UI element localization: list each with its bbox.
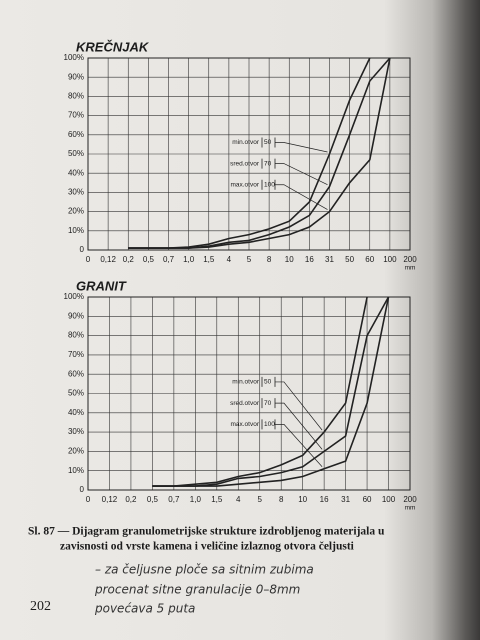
legend-opening: 100 (264, 421, 275, 428)
x-tick-label: 0,5 (143, 255, 155, 264)
legend-label: min.otvor (232, 379, 260, 386)
x-tick-label: 0 (86, 495, 91, 504)
y-tick-label: 90% (68, 311, 84, 320)
x-tick-label: 10 (285, 255, 294, 264)
x-tick-label: 200 (403, 495, 417, 504)
leader-line (275, 402, 323, 450)
legend-opening: 70 (264, 160, 272, 167)
y-tick-label: 20% (68, 447, 84, 456)
y-tick-label: 90% (68, 72, 84, 81)
x-tick-label: 31 (325, 255, 334, 264)
x-tick-label: 4 (236, 495, 241, 504)
leader-line (275, 424, 323, 468)
x-tick-label: 100 (382, 495, 396, 504)
y-tick-label: 20% (68, 207, 84, 216)
x-tick-label: 60 (365, 255, 374, 264)
y-tick-label: 40% (68, 168, 84, 177)
handwritten-note: – za čeljusne ploče sa sitnim zubima (95, 563, 314, 577)
x-tick-label: 100 (383, 255, 397, 264)
y-tick-label: 100% (64, 53, 84, 62)
x-unit: mm (405, 505, 416, 512)
legend-label: min.otvor (232, 139, 260, 146)
y-tick-label: 0 (80, 245, 85, 254)
y-tick-label: 80% (68, 92, 84, 101)
x-tick-label: 1,0 (190, 495, 202, 504)
legend-label: sred.otvor (230, 160, 260, 167)
legend-label: sred.otvor (230, 400, 260, 407)
data-line (128, 57, 391, 249)
data-line (152, 296, 368, 487)
x-tick-label: 0,5 (147, 495, 159, 504)
x-tick-label: 0,12 (100, 255, 116, 264)
y-tick-label: 50% (68, 149, 84, 158)
x-tick-label: 0,12 (102, 495, 118, 504)
x-tick-label: 0 (86, 255, 91, 264)
y-tick-label: 60% (68, 369, 84, 378)
x-tick-label: 5 (258, 495, 263, 504)
handwritten-note: procenat sitne granulacije 0–8mm (94, 583, 300, 597)
page-number: 202 (30, 599, 51, 614)
legend-opening: 100 (264, 181, 275, 188)
x-tick-label: 16 (320, 495, 329, 504)
leader-line (275, 163, 328, 185)
x-tick-label: 8 (267, 255, 272, 264)
y-tick-label: 60% (68, 130, 84, 139)
y-tick-label: 0 (80, 485, 85, 494)
x-tick-label: 200 (403, 255, 417, 264)
y-tick-label: 100% (64, 292, 84, 301)
y-tick-label: 80% (68, 331, 84, 340)
leader-line (275, 142, 328, 153)
x-tick-label: 0,7 (163, 255, 175, 264)
y-tick-label: 30% (68, 427, 84, 436)
data-line (128, 57, 391, 249)
x-tick-label: 0,2 (125, 495, 137, 504)
chart-title: GRANIT (76, 278, 127, 293)
x-unit: mm (405, 265, 416, 272)
x-tick-label: 60 (363, 495, 372, 504)
x-tick-label: 0,7 (168, 495, 180, 504)
legend-label: max.otvor (230, 421, 259, 428)
x-tick-label: 0,2 (123, 255, 135, 264)
y-tick-label: 50% (68, 389, 84, 398)
y-tick-label: 10% (68, 466, 84, 475)
leader-line (275, 184, 328, 210)
x-tick-label: 1,5 (203, 255, 215, 264)
legend-opening: 70 (264, 400, 272, 407)
legend-label: max.otvor (230, 181, 259, 188)
legend-opening: 50 (264, 139, 272, 146)
x-tick-label: 1,0 (183, 255, 195, 264)
chart-title: KREČNJAK (76, 39, 150, 54)
data-line (152, 296, 390, 487)
y-tick-label: 70% (68, 350, 84, 359)
data-line (152, 296, 390, 487)
x-tick-label: 4 (227, 255, 232, 264)
caption-line: zavisnosti od vrste kamena i veličine iz… (60, 541, 355, 553)
x-tick-label: 8 (279, 495, 284, 504)
plot-frame (87, 57, 411, 251)
x-tick-label: 5 (247, 255, 252, 264)
x-tick-label: 1,5 (211, 495, 223, 504)
handwritten-note: povećava 5 puta (94, 602, 195, 616)
x-tick-label: 31 (341, 495, 350, 504)
legend-opening: 50 (264, 379, 272, 386)
y-tick-label: 30% (68, 188, 84, 197)
x-tick-label: 50 (345, 255, 354, 264)
plot-frame (87, 296, 411, 491)
x-tick-label: 16 (305, 255, 314, 264)
y-tick-label: 40% (68, 408, 84, 417)
x-tick-label: 10 (298, 495, 307, 504)
y-tick-label: 70% (68, 111, 84, 120)
leader-line (275, 381, 323, 431)
caption-line: Sl. 87 — Dijagram granulometrijske struk… (28, 526, 385, 538)
y-tick-label: 10% (68, 226, 84, 235)
